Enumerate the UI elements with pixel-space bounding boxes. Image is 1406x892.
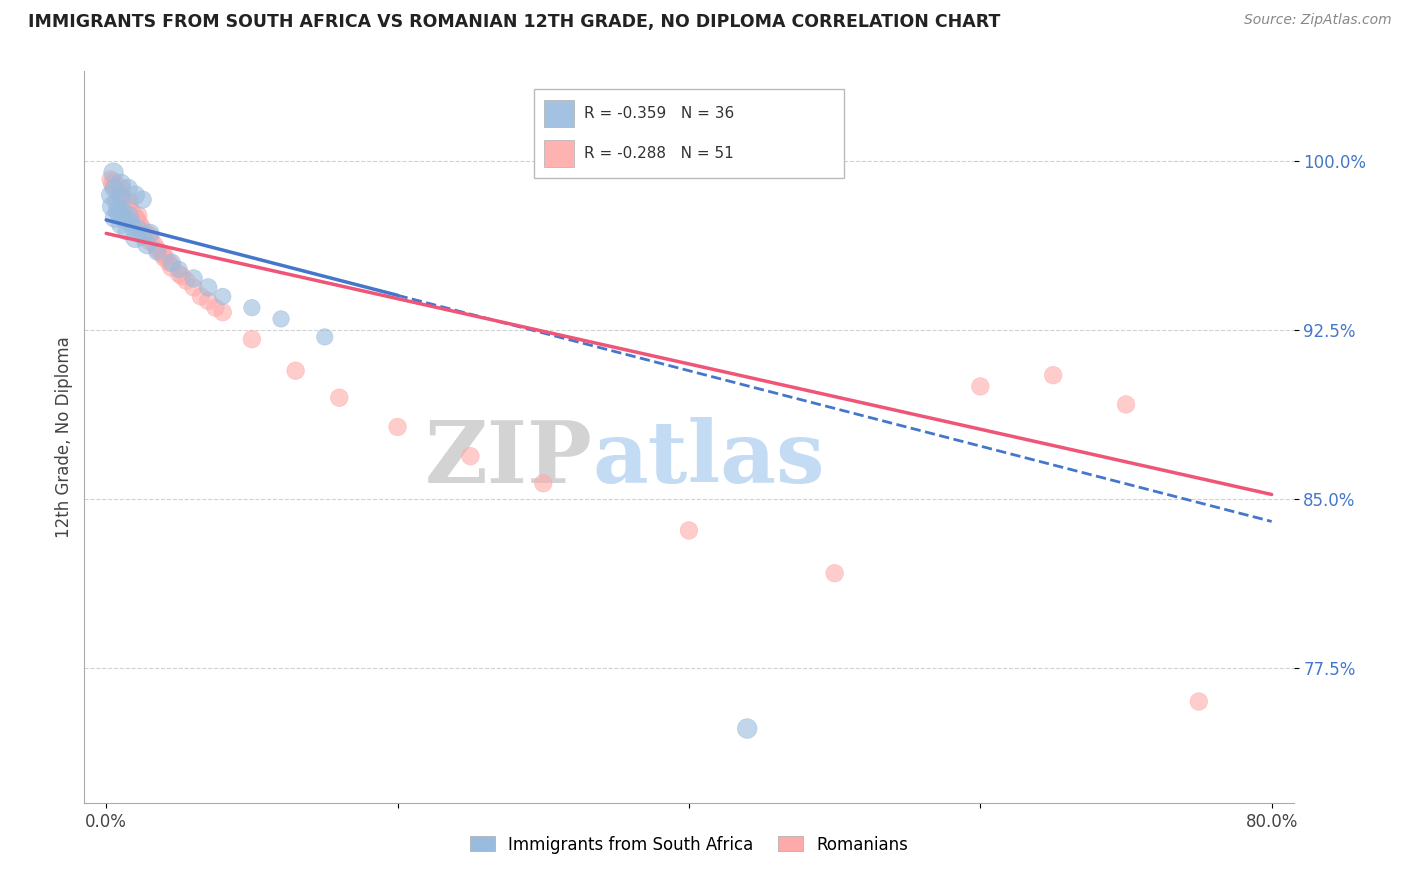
Point (110, 218, 132, 232)
Point (328, 391, 350, 405)
Point (112, 211, 135, 225)
Text: IMMIGRANTS FROM SOUTH AFRICA VS ROMANIAN 12TH GRADE, NO DIPLOMA CORRELATION CHAR: IMMIGRANTS FROM SOUTH AFRICA VS ROMANIAN… (28, 13, 1001, 31)
Point (100, 172, 122, 186)
Point (103, 181, 125, 195)
Point (104, 211, 127, 225)
Point (138, 231, 160, 245)
Point (115, 224, 138, 238)
Point (121, 206, 143, 220)
Point (204, 301, 226, 315)
Point (103, 175, 125, 189)
Point (120, 215, 142, 229)
Point (160, 255, 183, 269)
Text: R = -0.359   N = 36: R = -0.359 N = 36 (583, 106, 734, 120)
Point (107, 184, 129, 198)
Point (211, 289, 233, 303)
Text: ZIP: ZIP (425, 417, 592, 501)
Point (240, 332, 263, 346)
Y-axis label: 12th Grade, No Diploma: 12th Grade, No Diploma (55, 336, 73, 538)
Point (132, 224, 155, 238)
Point (111, 190, 134, 204)
Point (104, 179, 127, 194)
Point (117, 181, 139, 195)
Point (107, 203, 129, 218)
Point (111, 202, 134, 216)
Point (678, 524, 700, 538)
Point (153, 249, 176, 263)
Point (131, 193, 153, 207)
Point (115, 197, 138, 211)
Point (531, 476, 554, 491)
Point (125, 213, 148, 227)
Point (240, 301, 263, 315)
Point (110, 177, 132, 191)
Point (146, 242, 169, 256)
Point (100, 188, 122, 202)
Point (103, 166, 125, 180)
Point (139, 233, 162, 247)
Point (136, 237, 159, 252)
Point (284, 364, 307, 378)
Point (139, 227, 162, 241)
Point (824, 566, 846, 581)
Point (270, 312, 292, 326)
Point (176, 274, 198, 288)
Point (197, 280, 219, 294)
Point (128, 218, 150, 232)
Point (190, 289, 212, 303)
Point (101, 177, 124, 191)
Point (112, 193, 135, 207)
Point (139, 228, 162, 243)
Point (101, 199, 124, 213)
Point (183, 271, 205, 285)
Point (146, 244, 169, 259)
Point (167, 262, 190, 277)
Point (143, 237, 166, 252)
Point (131, 228, 153, 243)
FancyBboxPatch shape (544, 140, 575, 167)
Point (197, 293, 219, 308)
FancyBboxPatch shape (534, 89, 844, 178)
Point (735, 722, 758, 736)
Point (127, 208, 149, 222)
Point (114, 213, 136, 227)
Point (135, 227, 157, 241)
Point (124, 188, 146, 202)
Point (124, 231, 146, 245)
Text: Source: ZipAtlas.com: Source: ZipAtlas.com (1244, 13, 1392, 28)
Legend: Immigrants from South Africa, Romanians: Immigrants from South Africa, Romanians (463, 829, 915, 860)
Point (127, 222, 149, 236)
Point (460, 449, 482, 463)
Point (121, 219, 143, 234)
Point (120, 203, 142, 218)
Point (105, 194, 128, 209)
Point (110, 190, 132, 204)
Point (110, 181, 132, 195)
Point (170, 269, 193, 284)
Point (387, 420, 409, 434)
Point (183, 280, 205, 294)
Text: R = -0.288   N = 51: R = -0.288 N = 51 (583, 146, 734, 161)
Point (118, 208, 141, 222)
FancyBboxPatch shape (544, 100, 575, 127)
Text: atlas: atlas (592, 417, 825, 501)
Point (1042, 368, 1064, 383)
Point (314, 330, 336, 344)
Point (1188, 694, 1211, 708)
Point (108, 206, 131, 220)
Point (157, 255, 180, 269)
Point (211, 305, 233, 319)
Point (108, 186, 131, 200)
Point (969, 379, 991, 393)
Point (153, 251, 176, 265)
Point (1115, 397, 1137, 411)
Point (117, 199, 139, 213)
Point (160, 260, 183, 275)
Point (129, 219, 152, 234)
Point (124, 211, 146, 225)
Point (118, 194, 141, 209)
Point (167, 267, 190, 281)
Point (150, 246, 173, 260)
